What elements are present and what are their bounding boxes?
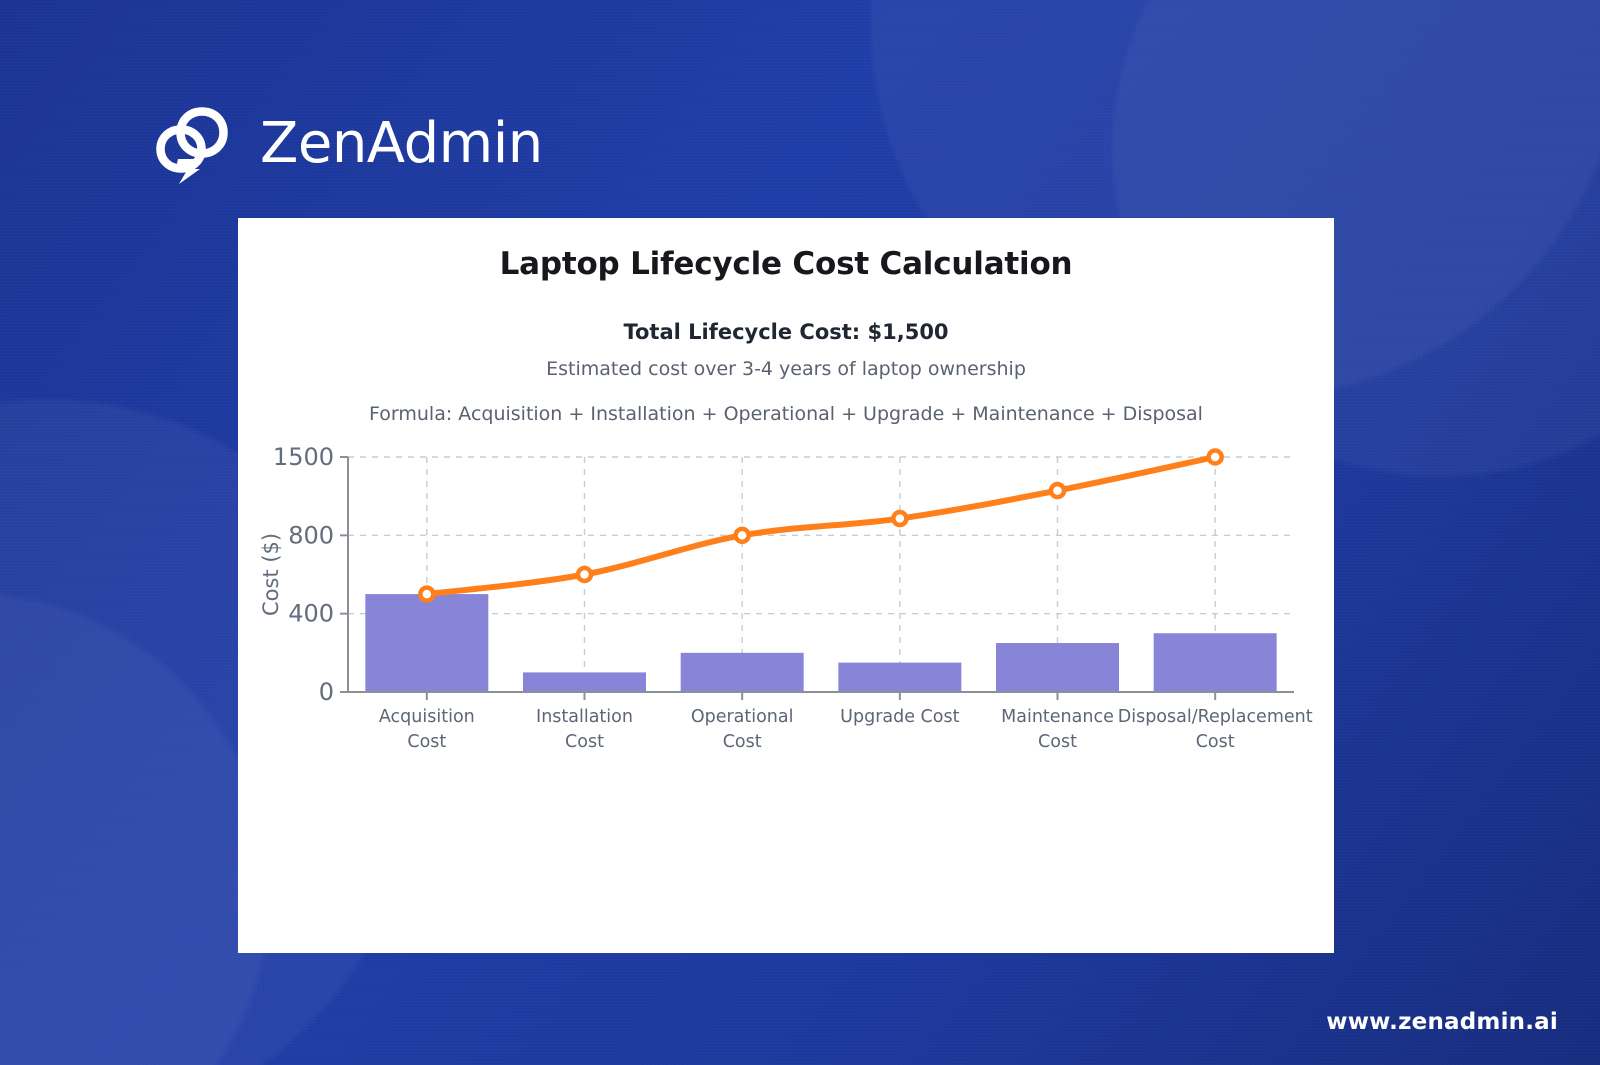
brand-name: ZenAdmin [260,111,543,176]
chart-cumulative-line [423,454,1219,598]
line-marker-5 [1206,448,1224,466]
svg-text:Cost: Cost [565,732,604,752]
line-marker-0 [418,585,436,603]
line-marker-2 [733,526,751,545]
line-marker-1 [575,565,594,584]
total-lifecycle-cost-label: Total Lifecycle Cost: $1,500 [623,320,949,344]
bar-3 [838,662,962,692]
svg-text:Cost: Cost [407,732,446,752]
svg-text:Cost: Cost [1196,732,1235,752]
chart-axes [340,456,1294,700]
chart-gridlines [348,456,1294,692]
svg-text:Disposal/Replacement: Disposal/Replacement [1118,707,1313,727]
svg-text:Maintenance: Maintenance [1001,707,1114,727]
svg-text:Acquisition: Acquisition [379,707,475,727]
chart-y-axis-title: Cost ($) [259,533,283,616]
chart-plot-area: 0 400 800 1500 Acquisition Cost Installation C… [238,447,1334,757]
footer-website-url: www.zenadmin.ai [1326,1009,1558,1035]
line-marker-4 [1048,481,1067,500]
chart-card: Laptop Lifecycle Cost Calculation Total … [238,218,1334,953]
chart-y-tick-labels: 0 400 800 1500 [273,447,334,706]
svg-text:Cost ($): Cost ($) [259,533,283,616]
svg-text:Cost: Cost [723,732,762,752]
svg-text:0: 0 [319,678,334,706]
svg-text:Operational: Operational [691,707,794,727]
bar-2 [680,652,804,692]
chart-bars [365,594,1277,692]
bar-4 [996,643,1119,692]
chart-formula: Formula: Acquisition + Installation + Op… [369,403,1203,425]
chart-x-tick-labels: Acquisition Cost Installation Cost Operation… [379,707,1313,752]
chart-subtitle: Estimated cost over 3-4 years of laptop … [546,358,1026,380]
brand-logo: ZenAdmin [148,103,543,185]
svg-text:800: 800 [288,521,334,549]
svg-text:Installation: Installation [536,707,633,727]
svg-text:Upgrade Cost: Upgrade Cost [840,707,959,727]
svg-text:Cost: Cost [1038,732,1077,752]
svg-text:1500: 1500 [273,447,334,471]
bar-0 [365,594,489,692]
combo-chart-svg: 0 400 800 1500 Acquisition Cost Installation C… [259,447,1313,752]
line-marker-3 [891,509,909,528]
bar-1 [523,672,646,692]
chart-line-markers [418,448,1224,603]
zenadmin-cloud-lightning-logo-icon [148,103,242,185]
bar-5 [1153,633,1277,692]
chart-title: Laptop Lifecycle Cost Calculation [499,246,1073,282]
svg-text:400: 400 [288,600,334,628]
